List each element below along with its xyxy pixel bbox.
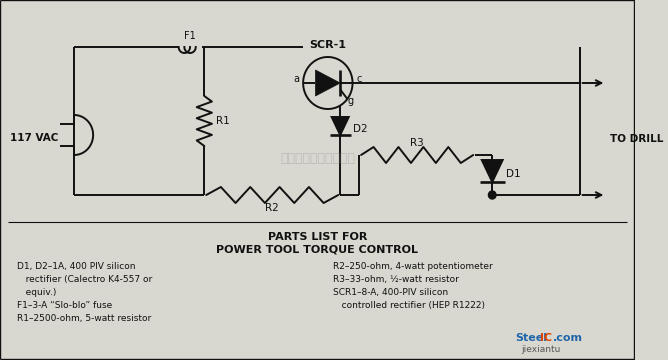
Text: F1: F1 [184, 31, 196, 41]
Text: Steel: Steel [515, 333, 547, 343]
Text: D2: D2 [353, 124, 368, 134]
Text: jiexiantu: jiexiantu [521, 346, 560, 355]
Text: PARTS LIST FOR: PARTS LIST FOR [268, 232, 367, 242]
Text: R2: R2 [265, 203, 279, 213]
Text: controlled rectifier (HEP R1222): controlled rectifier (HEP R1222) [333, 301, 484, 310]
Text: F1–3-A “Slo-blo” fuse: F1–3-A “Slo-blo” fuse [17, 301, 112, 310]
Text: a: a [293, 74, 299, 84]
Polygon shape [315, 70, 340, 96]
Text: R1: R1 [216, 116, 230, 126]
Polygon shape [331, 117, 349, 135]
Polygon shape [482, 160, 503, 182]
Text: .com: .com [553, 333, 583, 343]
Text: SCR1–8-A, 400-PIV silicon: SCR1–8-A, 400-PIV silicon [333, 288, 448, 297]
Text: equiv.): equiv.) [17, 288, 57, 297]
Text: R3: R3 [410, 138, 424, 148]
Text: D1, D2–1A, 400 PIV silicon: D1, D2–1A, 400 PIV silicon [17, 262, 136, 271]
Text: D1: D1 [506, 169, 521, 179]
Text: IC: IC [540, 333, 552, 343]
Text: R2–250-ohm, 4-watt potentiometer: R2–250-ohm, 4-watt potentiometer [333, 262, 492, 271]
Text: R1–2500-ohm, 5-watt resistor: R1–2500-ohm, 5-watt resistor [17, 314, 152, 323]
Text: TO DRILL: TO DRILL [610, 134, 663, 144]
Text: 杭州譄督科技有限公司: 杭州譄督科技有限公司 [280, 152, 355, 165]
Text: POWER TOOL TORQUE CONTROL: POWER TOOL TORQUE CONTROL [216, 244, 418, 254]
Text: rectifier (Calectro K4-557 or: rectifier (Calectro K4-557 or [17, 275, 152, 284]
Text: g: g [347, 96, 354, 106]
Text: R3–33-ohm, ½-watt resistor: R3–33-ohm, ½-watt resistor [333, 275, 458, 284]
Text: SCR-1: SCR-1 [309, 40, 346, 50]
Text: c: c [357, 74, 362, 84]
Text: 117 VAC: 117 VAC [10, 133, 58, 143]
Circle shape [488, 191, 496, 199]
